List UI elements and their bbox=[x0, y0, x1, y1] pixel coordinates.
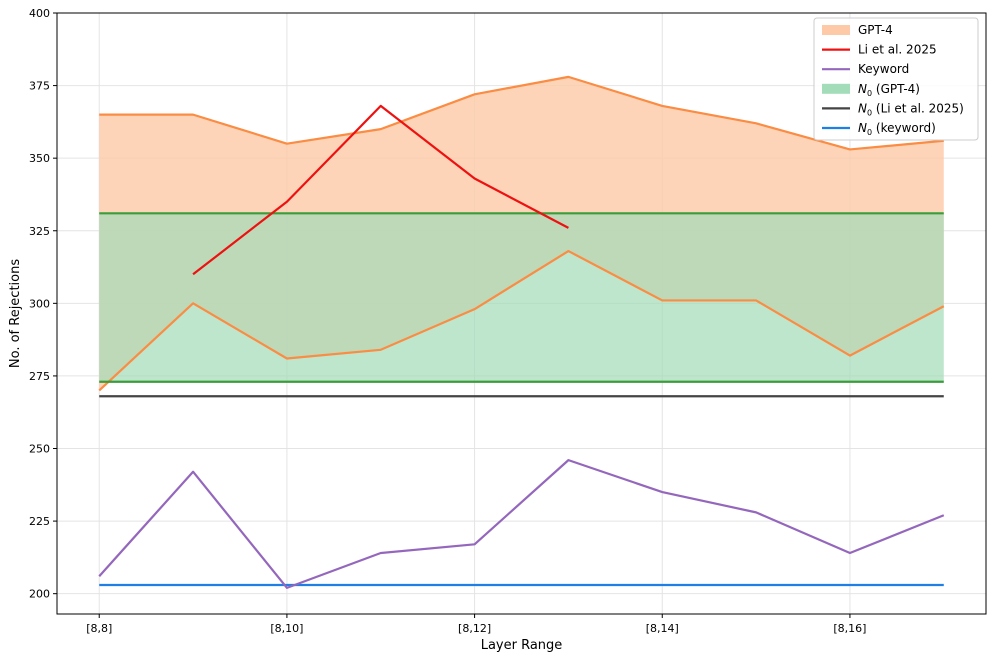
legend-box bbox=[813, 17, 979, 141]
y-tick-label: 200 bbox=[29, 588, 50, 601]
n0-gpt4-band-fill bbox=[99, 213, 944, 382]
x-axis-label: Layer Range bbox=[481, 638, 563, 653]
legend-label: Keyword bbox=[858, 62, 909, 76]
legend-entry-n0-li: N0 (Li et al. 2025) bbox=[822, 101, 964, 117]
plot-frame bbox=[56, 12, 987, 615]
gpt4-upper-line bbox=[99, 75, 944, 151]
x-tick-label: [8,12] bbox=[458, 622, 491, 635]
legend-entry-keyword: Keyword bbox=[822, 62, 909, 76]
bands bbox=[99, 76, 944, 391]
legend: GPT-4 Li et al. 2025 Keyword N0 (GPT-4) N0 (… bbox=[813, 17, 979, 141]
axis-ticks: 200 225 250 275 300 325 350 375 400 [8,8] [8,10] [8… bbox=[29, 7, 866, 635]
y-tick-label: 400 bbox=[29, 7, 50, 20]
legend-label: N0 (Li et al. 2025) bbox=[858, 101, 964, 117]
legend-swatch bbox=[822, 83, 850, 94]
y-tick-label: 275 bbox=[29, 370, 50, 383]
y-tick-label: 225 bbox=[29, 515, 50, 528]
y-tick-label: 325 bbox=[29, 225, 50, 238]
x-tick-label: [8,8] bbox=[86, 622, 112, 635]
y-tick-label: 300 bbox=[29, 297, 50, 310]
legend-label: GPT-4 bbox=[858, 23, 893, 37]
y-tick-label: 350 bbox=[29, 152, 50, 165]
y-tick-label: 250 bbox=[29, 443, 50, 456]
gpt4-lower-line bbox=[98, 249, 945, 392]
keyword-line bbox=[98, 459, 945, 589]
x-tick-label: [8,10] bbox=[270, 622, 303, 635]
legend-label: N0 (keyword) bbox=[858, 121, 936, 137]
legend-swatch bbox=[822, 25, 850, 35]
y-tick-label: 375 bbox=[29, 80, 50, 93]
legend-entry-n0-keyword: N0 (keyword) bbox=[822, 121, 936, 137]
y-axis-label: No. of Rejections bbox=[8, 259, 23, 368]
legend-entry-li: Li et al. 2025 bbox=[822, 43, 937, 57]
x-tick-label: [8,16] bbox=[833, 622, 866, 635]
legend-entry-gpt4: GPT-4 bbox=[822, 23, 893, 37]
x-tick-label: [8,14] bbox=[646, 622, 679, 635]
series-lines bbox=[98, 75, 945, 589]
legend-label: Li et al. 2025 bbox=[858, 43, 937, 57]
legend-entry-n0-gpt4: N0 (GPT-4) bbox=[822, 82, 920, 98]
li-et-al-line bbox=[192, 104, 569, 276]
legend-label: N0 (GPT-4) bbox=[858, 82, 920, 98]
